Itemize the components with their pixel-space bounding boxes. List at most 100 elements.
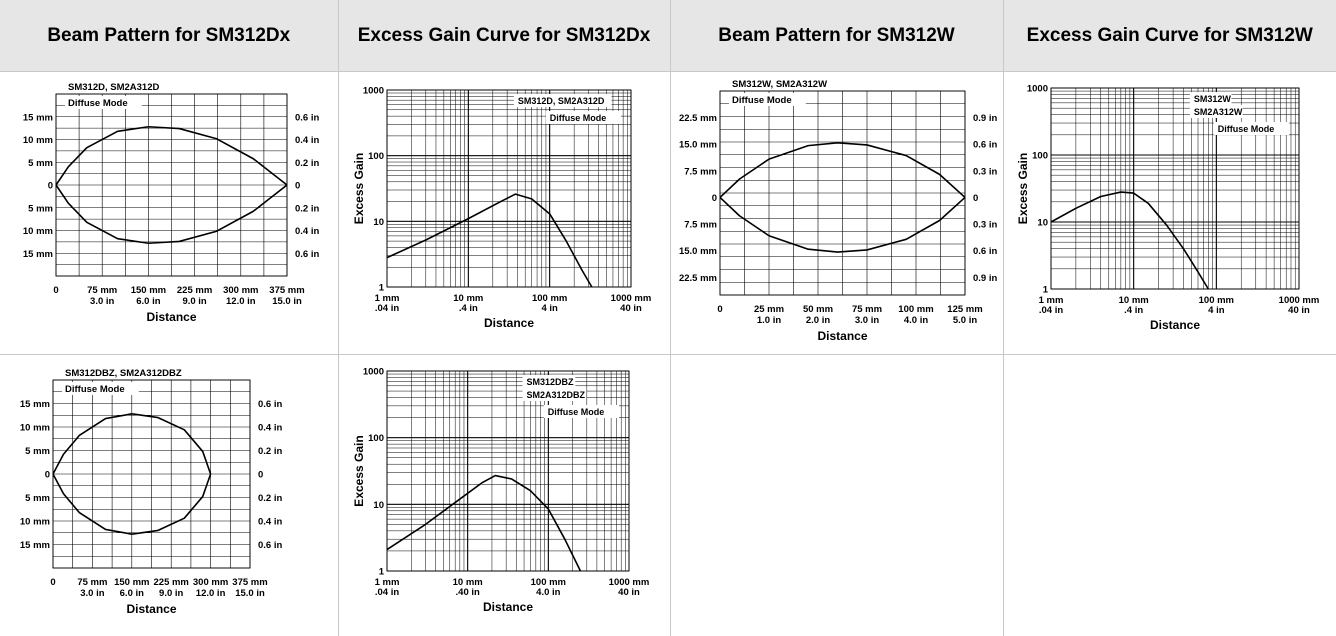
y-tick-label: 10 (1037, 218, 1048, 229)
x-tick-label: 1 mm (374, 577, 399, 588)
y-tick-label-right: 0.6 in (973, 140, 997, 151)
x-tick-label: 10 mm (1118, 295, 1148, 306)
x-tick-label: 1000 mm (1278, 295, 1319, 306)
x-tick-label: 6.0 in (136, 296, 160, 307)
annotation-label: SM2A312W (1193, 107, 1242, 117)
y-tick-label: 1 (378, 283, 384, 294)
x-tick-label: .40 in (455, 587, 479, 598)
y-tick-label: 1000 (362, 367, 383, 378)
y-tick-label: 1 (378, 567, 384, 578)
x-tick-label: 0 (50, 577, 55, 588)
y-tick-label-right: 0.6 in (258, 399, 282, 410)
x-tick-label: 1.0 in (756, 315, 780, 326)
x-tick-label: 5.0 in (952, 315, 976, 326)
y-tick-label-right: 0.4 in (295, 135, 319, 146)
beam-curve (718, 141, 966, 199)
x-tick-label: 1000 mm (610, 293, 651, 304)
x-tick-label: 2.0 in (805, 315, 829, 326)
x-tick-label: 9.0 in (159, 588, 183, 599)
y-tick-label-right: 0.4 in (295, 226, 319, 237)
excess-gain-chart-sm312w: 1 10 100 1000 1 mm.04 in 10 mm.4 in 100 mm4 in… (1016, 84, 1319, 333)
x-tick-label: 100 mm (531, 293, 566, 304)
cell-gain-sm312dbz: 1 10 100 1000 1 mm .04 in 10 mm .40 in 100 mm 4.0… (337, 354, 670, 636)
x-axis-label: Distance (146, 310, 196, 324)
x-tick-label: 225 mm (177, 285, 212, 296)
y-tick-label-right: 0.4 in (258, 517, 282, 528)
annotation-bg (65, 96, 142, 109)
beam-pattern-chart-sm312w: 22.5 mm 0.9 in 15.0 mm 0.6 in 7.5 mm 0.3 in 0 0… (678, 77, 997, 343)
x-tick-label: .04 in (1038, 305, 1062, 316)
plot-frame (1050, 87, 1299, 290)
y-tick-label: 1000 (1026, 84, 1047, 95)
x-tick-label: 50 mm (802, 304, 832, 315)
x-tick-label: 125 mm (947, 304, 982, 315)
beam-curve (52, 473, 212, 535)
beam-curve (52, 413, 212, 475)
x-tick-label: 75 mm (87, 285, 117, 296)
annotation-bg (728, 77, 829, 90)
excess-gain-curve (386, 193, 593, 288)
y-tick-label-right: 0.2 in (295, 203, 319, 214)
cell-beam-sm312dbz: 15 mm 0.6 in 10 mm 0.4 in 5 mm 0.2 in 0 0 5 mm 0.… (0, 355, 338, 636)
x-tick-label: .4 in (458, 303, 477, 314)
x-tick-label: 15.0 in (272, 296, 302, 307)
annotation-label: SM312W (1193, 94, 1231, 104)
x-tick-label: 4.0 in (903, 315, 927, 326)
header-excess-gain-sm312dx: Excess Gain Curve for SM312Dx (337, 0, 670, 72)
x-tick-label: 1 mm (374, 293, 399, 304)
y-tick-label-left: 5 mm (28, 203, 53, 214)
y-tick-label-right: 0.2 in (258, 493, 282, 504)
annotation-label: Diffuse Mode (68, 98, 128, 109)
y-tick-label-left: 7.5 mm (684, 166, 717, 177)
excess-gain-curve (386, 474, 581, 572)
y-tick-label: 10 (373, 500, 384, 511)
x-tick-label: 6.0 in (120, 588, 144, 599)
x-tick-label: 0 (53, 285, 58, 296)
cell-beam-sm312dx: 15 mm 0.6 in 10 mm 0.4 in 5 mm 0.2 in 0 0 5 mm 0.… (0, 71, 338, 355)
x-tick-label: 10 mm (452, 577, 482, 588)
x-tick-label: 10 mm (453, 293, 483, 304)
annotation-label: SM312DBZ (526, 377, 574, 387)
chart-row-2: 15 mm 0.6 in 10 mm 0.4 in 5 mm 0.2 in 0 0 5 mm 0.… (0, 354, 1336, 636)
y-tick-label-right: 0.6 in (295, 249, 319, 260)
y-tick-label-left: 15 mm (20, 399, 50, 410)
y-tick-label-left: 7.5 mm (684, 220, 717, 231)
annotation-bg (1189, 92, 1231, 105)
annotation-bg (728, 93, 806, 106)
y-tick-label: 100 (368, 151, 384, 162)
plot-frame (719, 90, 965, 296)
chart-row-1: 15 mm 0.6 in 10 mm 0.4 in 5 mm 0.2 in 0 0 5 mm 0.… (0, 71, 1336, 355)
x-tick-label: 100 mm (898, 304, 933, 315)
y-tick-label-right: 0.2 in (258, 446, 282, 457)
x-tick-label: 4.0 in (536, 587, 560, 598)
excess-gain-chart-sm312dbz: 1 10 100 1000 1 mm.04 in 10 mm.40 in 100 mm4.0… (352, 367, 649, 615)
y-tick-label: 1000 (362, 86, 383, 97)
y-tick-label-left: 5 mm (25, 493, 50, 504)
y-tick-label-left: 0 (45, 470, 50, 481)
annotation-label: SM312W, SM2A312W (732, 79, 827, 90)
y-tick-label-right: 0.9 in (973, 273, 997, 284)
x-tick-label: 300 mm (193, 577, 228, 588)
header-row: Beam Pattern for SM312Dx Excess Gain Cur… (0, 0, 1336, 72)
beam-curve (718, 196, 966, 253)
y-tick-label-left: 15.0 mm (678, 246, 716, 257)
x-axis-label: Distance (817, 329, 867, 343)
y-tick-label-left: 5 mm (25, 446, 50, 457)
y-tick-label-left: 10 mm (23, 226, 53, 237)
annotation-label: SM312D, SM2A312D (68, 82, 159, 93)
y-tick-label: 10 (373, 217, 384, 228)
annotation-bg (62, 382, 139, 395)
x-tick-label: 3.0 in (80, 588, 104, 599)
x-tick-label: 1000 mm (608, 577, 649, 588)
y-tick-label-right: 0.3 in (973, 220, 997, 231)
annotation-label: Diffuse Mode (549, 113, 606, 123)
annotation-bg (62, 366, 186, 379)
x-tick-label: 375 mm (232, 577, 267, 588)
x-axis-label: Distance (482, 600, 532, 614)
y-tick-label-right: 0.6 in (258, 540, 282, 551)
x-axis-label: Distance (1149, 318, 1199, 332)
annotation-bg (65, 80, 166, 93)
y-tick-label-right: 0.4 in (258, 423, 282, 434)
y-tick-label: 1 (1042, 285, 1048, 296)
